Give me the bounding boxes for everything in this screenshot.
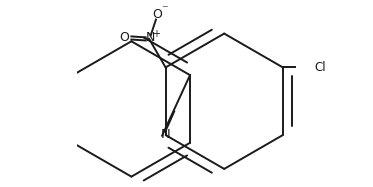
Text: N: N bbox=[161, 128, 170, 141]
Text: N: N bbox=[145, 31, 155, 45]
Text: O: O bbox=[120, 31, 129, 45]
Text: O: O bbox=[152, 8, 162, 21]
Text: +: + bbox=[153, 29, 160, 39]
Text: ⁻: ⁻ bbox=[161, 3, 167, 16]
Text: Cl: Cl bbox=[315, 61, 326, 74]
